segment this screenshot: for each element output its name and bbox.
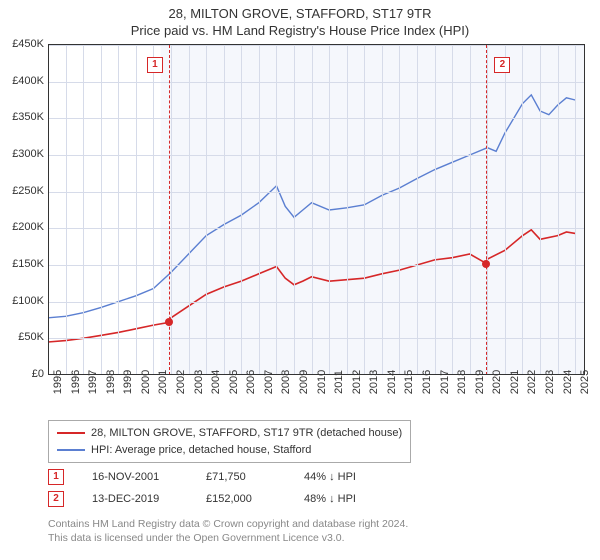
event-price: £71,750 xyxy=(206,471,276,483)
footer-line1: Contains HM Land Registry data © Crown c… xyxy=(48,518,408,532)
ytick-label: £350K xyxy=(12,111,44,123)
event-marker-dot xyxy=(482,260,490,268)
xtick-label: 2024 xyxy=(562,370,574,394)
event-table: 1 16-NOV-2001 £71,750 44% ↓ HPI 2 13-DEC-2019… xyxy=(48,466,394,510)
event-row: 2 13-DEC-2019 £152,000 48% ↓ HPI xyxy=(48,488,394,510)
event-date: 16-NOV-2001 xyxy=(92,471,178,483)
legend: 28, MILTON GROVE, STAFFORD, ST17 9TR (de… xyxy=(48,420,411,463)
ytick-label: £250K xyxy=(12,185,44,197)
legend-item: HPI: Average price, detached house, Staf… xyxy=(57,442,402,459)
xtick-label: 2018 xyxy=(456,370,468,394)
event-marker-dot xyxy=(165,318,173,326)
ytick-label: £400K xyxy=(12,75,44,87)
event-diff: 44% ↓ HPI xyxy=(304,471,394,483)
y-axis xyxy=(48,44,49,374)
footer-line2: This data is licensed under the Open Gov… xyxy=(48,532,408,546)
event-diff: 48% ↓ HPI xyxy=(304,493,394,505)
xtick-label: 1998 xyxy=(105,370,117,394)
ytick-label: £300K xyxy=(12,148,44,160)
xtick-label: 1996 xyxy=(70,370,82,394)
event-marker-box: 1 xyxy=(48,469,64,485)
xtick-label: 2025 xyxy=(579,370,591,394)
xtick-label: 2021 xyxy=(509,370,521,394)
event-date: 13-DEC-2019 xyxy=(92,493,178,505)
event-marker-label: 1 xyxy=(147,57,163,73)
legend-swatch xyxy=(57,449,85,451)
ytick-label: £150K xyxy=(12,258,44,270)
event-row: 1 16-NOV-2001 £71,750 44% ↓ HPI xyxy=(48,466,394,488)
legend-label: HPI: Average price, detached house, Staf… xyxy=(91,442,311,459)
chart-lines xyxy=(48,45,584,375)
event-price: £152,000 xyxy=(206,493,276,505)
xtick-label: 2000 xyxy=(140,370,152,394)
xtick-label: 2013 xyxy=(368,370,380,394)
xtick-label: 2023 xyxy=(544,370,556,394)
xtick-label: 2022 xyxy=(526,370,538,394)
xtick-label: 2014 xyxy=(386,370,398,394)
legend-swatch xyxy=(57,432,85,434)
chart-container: 28, MILTON GROVE, STAFFORD, ST17 9TR Pri… xyxy=(0,0,600,560)
xtick-label: 2016 xyxy=(421,370,433,394)
xtick-label: 2004 xyxy=(210,370,222,394)
plot-area: 12 xyxy=(48,44,585,375)
event-marker-box: 2 xyxy=(48,491,64,507)
xtick-label: 2008 xyxy=(280,370,292,394)
xtick-label: 2019 xyxy=(474,370,486,394)
xtick-label: 1999 xyxy=(122,370,134,394)
chart-title: 28, MILTON GROVE, STAFFORD, ST17 9TR xyxy=(0,0,600,23)
ytick-label: £0 xyxy=(32,368,44,380)
xtick-label: 2020 xyxy=(491,370,503,394)
footer-attribution: Contains HM Land Registry data © Crown c… xyxy=(48,518,408,545)
ytick-label: £450K xyxy=(12,38,44,50)
chart-subtitle: Price paid vs. HM Land Registry's House … xyxy=(0,23,600,42)
xtick-label: 2010 xyxy=(316,370,328,394)
ytick-label: £100K xyxy=(12,295,44,307)
xtick-label: 2017 xyxy=(439,370,451,394)
xtick-label: 2012 xyxy=(351,370,363,394)
xtick-label: 2001 xyxy=(157,370,169,394)
xtick-label: 1997 xyxy=(87,370,99,394)
xtick-label: 2003 xyxy=(193,370,205,394)
ytick-label: £200K xyxy=(12,221,44,233)
xtick-label: 2015 xyxy=(403,370,415,394)
xtick-label: 2006 xyxy=(245,370,257,394)
ytick-label: £50K xyxy=(18,331,44,343)
xtick-label: 2002 xyxy=(175,370,187,394)
xtick-label: 1995 xyxy=(52,370,64,394)
xtick-label: 2007 xyxy=(263,370,275,394)
xtick-label: 2009 xyxy=(298,370,310,394)
legend-label: 28, MILTON GROVE, STAFFORD, ST17 9TR (de… xyxy=(91,425,402,442)
xtick-label: 2011 xyxy=(333,370,345,394)
legend-item: 28, MILTON GROVE, STAFFORD, ST17 9TR (de… xyxy=(57,425,402,442)
event-marker-label: 2 xyxy=(494,57,510,73)
xtick-label: 2005 xyxy=(228,370,240,394)
